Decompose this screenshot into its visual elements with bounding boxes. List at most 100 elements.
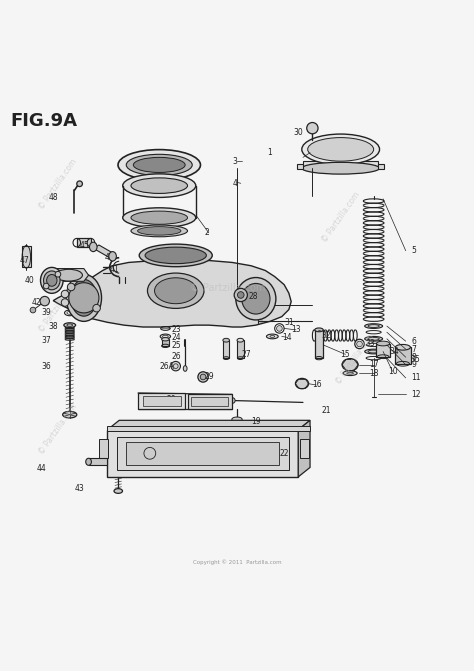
Bar	[376, 344, 390, 357]
Circle shape	[237, 292, 244, 299]
Text: 21: 21	[322, 407, 331, 415]
Circle shape	[61, 291, 69, 298]
Text: 40: 40	[25, 276, 35, 285]
Circle shape	[43, 283, 49, 289]
Polygon shape	[138, 393, 185, 409]
Ellipse shape	[55, 269, 82, 281]
Ellipse shape	[236, 278, 276, 320]
Ellipse shape	[200, 374, 206, 380]
Text: 5: 5	[411, 246, 416, 255]
Ellipse shape	[315, 328, 323, 331]
Ellipse shape	[90, 242, 97, 252]
Polygon shape	[298, 420, 310, 477]
Ellipse shape	[86, 458, 91, 465]
Text: 3: 3	[232, 156, 237, 166]
Text: Copyright © 2011  Partzilla.com: Copyright © 2011 Partzilla.com	[193, 560, 281, 566]
Ellipse shape	[155, 278, 197, 304]
Circle shape	[277, 325, 282, 331]
Ellipse shape	[147, 273, 204, 309]
Bar	[395, 348, 411, 364]
Ellipse shape	[308, 138, 374, 161]
Polygon shape	[93, 245, 116, 258]
Text: 18: 18	[369, 368, 378, 378]
Bar	[117, 437, 289, 470]
Text: 39: 39	[41, 309, 51, 317]
Ellipse shape	[198, 372, 208, 382]
Bar	[108, 429, 298, 477]
Ellipse shape	[137, 227, 181, 235]
Text: 46: 46	[105, 253, 115, 262]
Text: 28: 28	[249, 293, 258, 301]
Text: 26: 26	[171, 352, 181, 361]
Text: 22: 22	[279, 449, 289, 458]
Text: 4: 4	[232, 178, 237, 188]
Ellipse shape	[123, 174, 196, 197]
Text: 19: 19	[251, 417, 261, 426]
Circle shape	[61, 299, 69, 306]
Ellipse shape	[63, 411, 77, 418]
Text: 36: 36	[41, 362, 51, 370]
Text: 41: 41	[110, 265, 119, 274]
Ellipse shape	[183, 366, 187, 371]
Ellipse shape	[114, 488, 122, 493]
Text: 13: 13	[291, 325, 301, 334]
Bar	[300, 439, 309, 458]
Bar	[77, 238, 91, 247]
Text: 30: 30	[293, 128, 303, 138]
Polygon shape	[53, 268, 89, 281]
Text: FIG.9A: FIG.9A	[11, 111, 78, 130]
Ellipse shape	[342, 358, 358, 371]
Ellipse shape	[44, 271, 60, 290]
Text: 35: 35	[410, 354, 420, 364]
Text: 47: 47	[19, 256, 29, 264]
Text: 23: 23	[171, 325, 181, 334]
Ellipse shape	[46, 274, 57, 287]
Ellipse shape	[365, 349, 383, 354]
Ellipse shape	[302, 134, 380, 164]
Text: 38: 38	[48, 321, 58, 331]
Ellipse shape	[376, 341, 390, 346]
Bar	[99, 439, 109, 458]
Bar	[237, 340, 244, 358]
Ellipse shape	[126, 154, 192, 176]
Text: 6: 6	[411, 337, 416, 346]
Polygon shape	[297, 164, 303, 169]
Ellipse shape	[133, 158, 185, 172]
Ellipse shape	[365, 336, 383, 341]
Circle shape	[55, 271, 61, 277]
Text: 7: 7	[411, 345, 416, 354]
Text: 27: 27	[242, 350, 251, 359]
Text: 26A: 26A	[159, 362, 174, 370]
Text: © Partzilla.com: © Partzilla.com	[37, 403, 79, 457]
Ellipse shape	[66, 274, 101, 321]
Polygon shape	[188, 395, 232, 409]
Bar	[22, 246, 31, 267]
Circle shape	[171, 362, 181, 371]
Text: 8: 8	[411, 353, 416, 362]
Circle shape	[40, 297, 49, 306]
Text: 17: 17	[369, 360, 379, 369]
Ellipse shape	[160, 334, 171, 339]
Bar	[223, 340, 229, 358]
Bar	[191, 397, 228, 406]
Text: 25: 25	[171, 341, 181, 350]
Bar	[315, 330, 323, 358]
Text: 2: 2	[204, 228, 209, 238]
Ellipse shape	[395, 344, 410, 350]
Circle shape	[30, 307, 36, 313]
Text: 42: 42	[32, 298, 42, 307]
Bar	[126, 442, 279, 465]
Ellipse shape	[109, 252, 117, 261]
Bar	[162, 340, 169, 346]
Text: 20: 20	[166, 395, 176, 404]
Text: 37: 37	[41, 336, 51, 345]
Ellipse shape	[131, 225, 188, 237]
Text: 9: 9	[411, 360, 416, 369]
Ellipse shape	[123, 208, 196, 227]
Text: 1: 1	[268, 148, 273, 157]
Ellipse shape	[295, 378, 309, 389]
Ellipse shape	[162, 338, 169, 341]
Ellipse shape	[233, 421, 241, 427]
Ellipse shape	[145, 247, 206, 264]
Text: 43: 43	[74, 484, 84, 493]
